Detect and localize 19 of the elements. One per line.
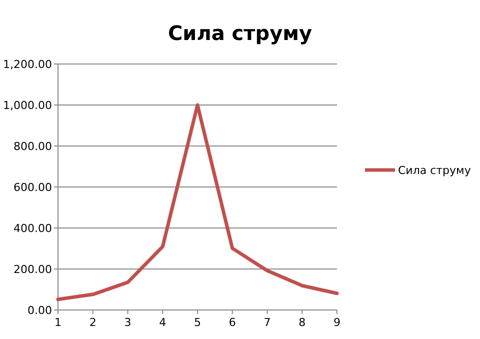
y-tick-label: 1,000.00: [3, 98, 52, 112]
x-tick-label: 1: [54, 316, 62, 329]
x-tick-label: 5: [194, 316, 201, 329]
x-tick-label: 8: [298, 316, 306, 329]
chart-title: Сила струму: [168, 21, 312, 45]
x-tick-label: 6: [228, 316, 236, 329]
y-tick-label: 800.00: [14, 140, 52, 153]
y-tick-label: 600.00: [14, 180, 52, 194]
legend-label: Сила струму: [398, 164, 472, 177]
y-tick-label: 200.00: [14, 262, 52, 276]
x-tick-label: 7: [264, 316, 271, 329]
y-tick-label: 0.00: [28, 304, 52, 317]
x-tick-label: 9: [334, 316, 340, 329]
y-tick-label: 400.00: [14, 222, 52, 235]
y-tick-label: 1,200.00: [3, 58, 52, 71]
line-series: [56, 103, 339, 302]
x-tick-label: 3: [124, 316, 132, 329]
x-tick-label: 2: [89, 316, 96, 329]
x-tick-label: 4: [159, 316, 166, 329]
